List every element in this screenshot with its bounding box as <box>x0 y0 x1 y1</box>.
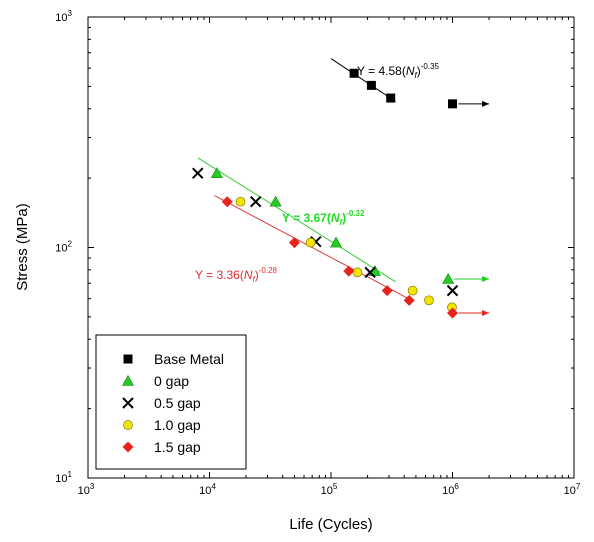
legend-marker-1-5-gap <box>122 441 134 453</box>
data-point-1-5-gap <box>343 265 355 277</box>
markers-layer <box>192 68 459 319</box>
y-tick-label: 102 <box>55 240 72 255</box>
legend-label-0-gap: 0 gap <box>154 373 189 389</box>
runout-arrow-base-metal <box>458 100 490 107</box>
data-point-0-gap <box>442 272 455 284</box>
data-point-0-gap <box>269 195 282 207</box>
legend-marker-1-0-gap <box>123 420 133 430</box>
legend-markers <box>121 354 135 453</box>
data-point-1-0-gap <box>235 196 246 207</box>
data-point-base-metal <box>366 80 376 90</box>
data-point-1-5-gap <box>403 294 415 306</box>
x-tick-label: 107 <box>564 482 581 497</box>
data-point-base-metal <box>349 68 359 78</box>
y-tick-label: 101 <box>55 470 72 485</box>
runout-arrows-layer <box>454 100 490 316</box>
data-point-0-5-gap <box>364 266 376 279</box>
equation-1-5-gap: Y = 3.36(Nf)-0.28 <box>195 266 278 284</box>
runout-arrow-1-5-gap <box>458 309 490 316</box>
fit-line-base-metal <box>330 58 396 102</box>
legend-marker-0-5-gap <box>122 397 134 409</box>
ticks-layer: 103 104 105 106 107 101 102 103 <box>55 9 581 497</box>
legend-marker-0-gap <box>121 374 135 386</box>
legend-label-1-0-gap: 1.0 gap <box>154 417 201 433</box>
legend-label-0-5-gap: 0.5 gap <box>154 395 201 411</box>
fit-line-1-5-gap <box>214 195 412 301</box>
data-point-1-0-gap <box>424 295 434 306</box>
y-tick-label: 103 <box>55 9 72 24</box>
data-point-0-gap <box>330 236 343 248</box>
data-point-base-metal <box>386 93 396 103</box>
x-tick-label: 103 <box>78 482 95 497</box>
data-point-0-5-gap <box>249 196 262 208</box>
x-axis-label: Life (Cycles) <box>289 516 372 533</box>
equation-base-metal: Y = 4.58(Nf)-0.35 <box>357 62 440 80</box>
data-point-base-metal <box>448 99 457 109</box>
y-axis-label: Stress (MPa) <box>14 203 31 291</box>
legend: Base Metal 0 gap 0.5 gap 1.0 gap 1.5 gap <box>95 334 247 470</box>
data-point-1-0-gap <box>352 267 363 278</box>
data-point-1-5-gap <box>381 285 393 297</box>
data-point-0-5-gap <box>192 167 204 179</box>
data-point-1-5-gap <box>447 307 458 319</box>
data-point-0-gap <box>210 167 223 179</box>
x-tick-label: 104 <box>199 482 216 497</box>
legend-marker-base-metal <box>123 354 133 364</box>
data-point-1-0-gap <box>407 285 418 296</box>
legend-frame <box>95 334 247 470</box>
x-tick-label: 105 <box>321 482 338 497</box>
data-point-0-5-gap <box>446 284 459 297</box>
runout-arrow-0-gap <box>454 276 490 283</box>
fit-line-0-gap <box>197 157 396 283</box>
x-tick-label: 106 <box>442 482 459 497</box>
legend-label-base-metal: Base Metal <box>154 351 224 367</box>
legend-label-1-5-gap: 1.5 gap <box>154 439 201 455</box>
data-point-1-5-gap <box>288 237 300 249</box>
fit-lines-layer <box>197 58 412 301</box>
equation-0-gap: Y = 3.67(Nf)-0.32 <box>282 209 365 227</box>
data-point-1-0-gap <box>305 237 316 248</box>
data-point-1-5-gap <box>221 196 233 208</box>
